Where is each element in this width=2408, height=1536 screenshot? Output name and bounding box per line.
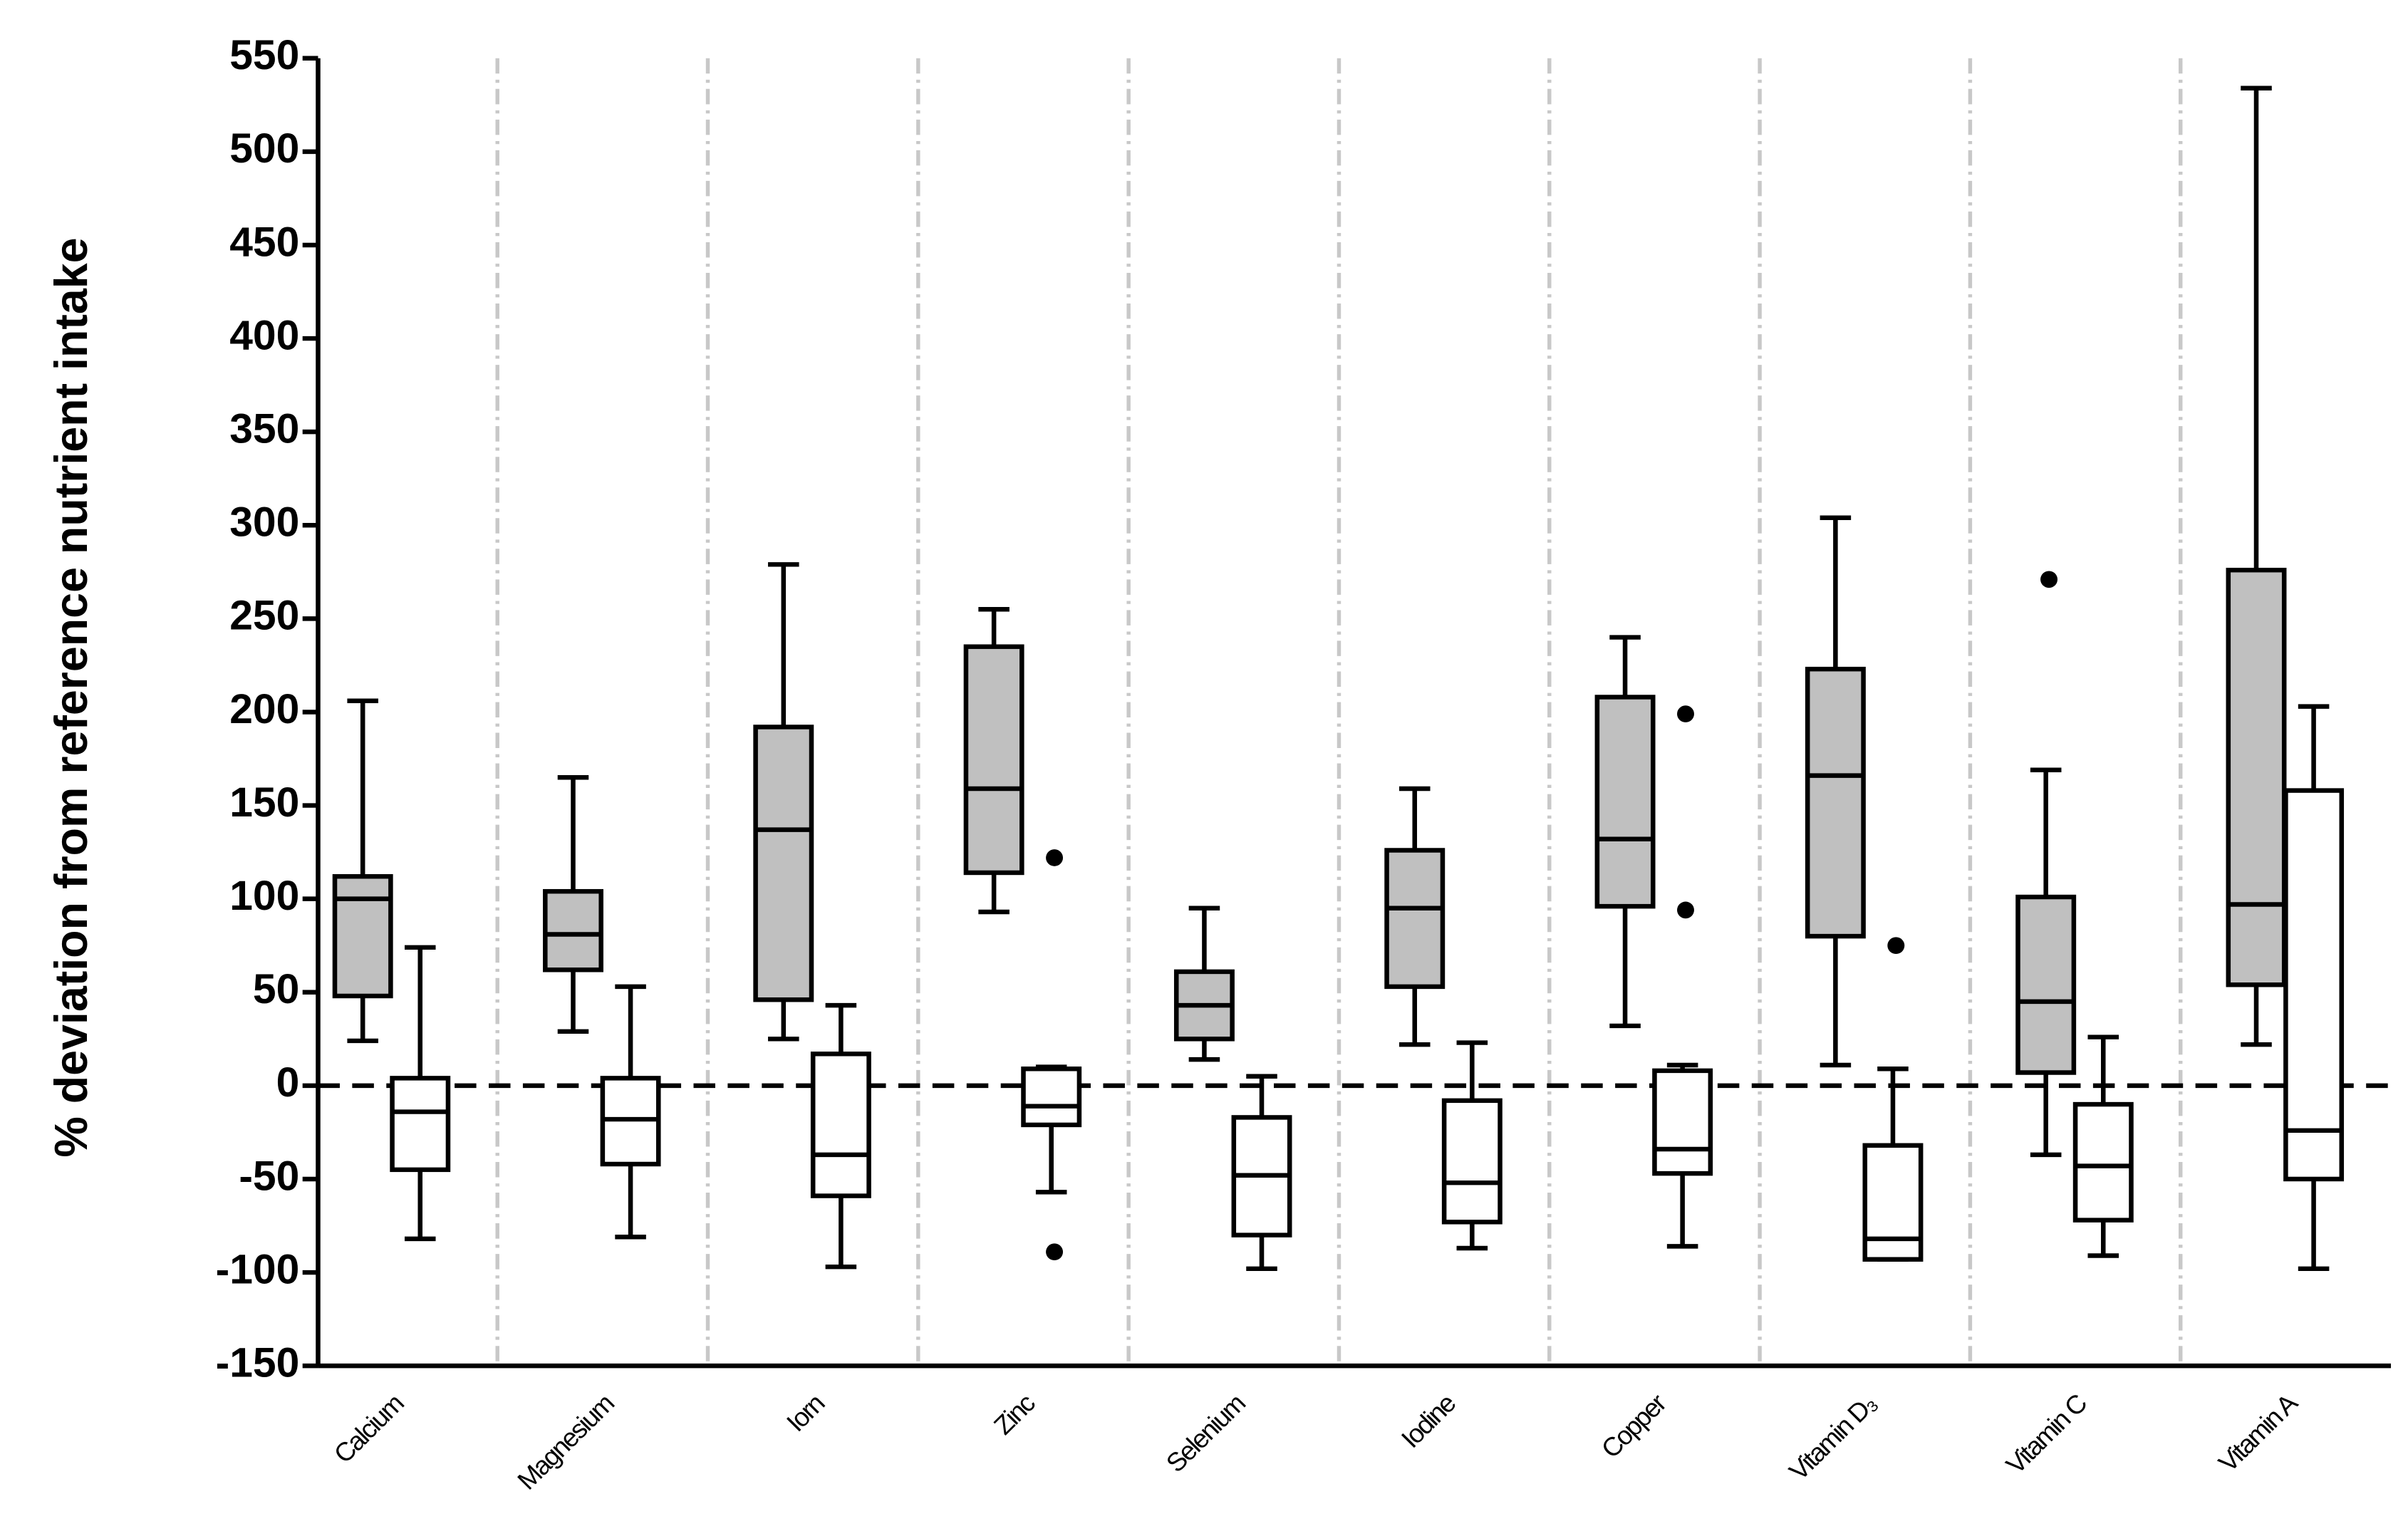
x-tick-label: Vitamin C: [2000, 1389, 2092, 1480]
y-tick-label: 250: [229, 593, 299, 639]
box: [1384, 848, 1446, 990]
box-group: [332, 698, 393, 1044]
outlier: [1677, 705, 1694, 722]
y-tick-label: 450: [229, 219, 299, 266]
x-tick-label: Copper: [1596, 1389, 1672, 1464]
box-group: [753, 562, 814, 1042]
box: [1021, 1067, 1082, 1128]
box-group: [543, 775, 603, 1034]
y-tick-label: 50: [253, 966, 299, 1012]
x-tick-label: Magnesium: [512, 1389, 619, 1495]
x-tick-label: Vitamin D₃: [1783, 1389, 1882, 1486]
box: [543, 888, 603, 972]
box: [810, 1052, 871, 1198]
y-tick-label: 550: [229, 32, 299, 78]
box-group: [2226, 85, 2287, 1047]
outlier: [1046, 849, 1064, 866]
y-axis-title: % deviation from reference nutrient inta…: [45, 237, 97, 1157]
y-tick-label: 150: [229, 779, 299, 826]
box-group: [1594, 635, 1656, 1029]
box-group: [1173, 905, 1235, 1062]
box-group: [1805, 515, 1866, 1068]
y-tick-label: 100: [229, 873, 299, 919]
box: [332, 873, 393, 999]
box: [1652, 1068, 1713, 1176]
box: [1594, 695, 1656, 909]
box-group: [1021, 849, 1082, 1261]
box-group: [1441, 1040, 1503, 1251]
box-group: [2283, 704, 2345, 1272]
x-tick-label: Zinc: [988, 1389, 1041, 1441]
box-group: [1231, 1074, 1292, 1272]
outlier: [1677, 901, 1694, 919]
box-group: [390, 945, 451, 1242]
box: [2072, 1101, 2134, 1223]
box-group: [810, 1002, 871, 1270]
box: [390, 1076, 451, 1173]
y-tick-label: 400: [229, 313, 299, 359]
x-tick-label: Iorn: [781, 1389, 830, 1437]
box: [1805, 666, 1866, 939]
box-group: [1384, 786, 1446, 1047]
box-group: [963, 607, 1024, 915]
outlier: [1887, 937, 1905, 955]
box: [753, 725, 814, 1002]
y-tick-label: -50: [239, 1153, 299, 1200]
y-tick-label: -100: [216, 1247, 300, 1293]
box-group: [1862, 937, 1924, 1262]
x-tick-label: Selenium: [1161, 1389, 1250, 1478]
outlier: [2040, 571, 2058, 588]
box: [2283, 788, 2345, 1182]
x-tick-label: Calcium: [328, 1389, 409, 1469]
x-tick-label: Iodine: [1396, 1389, 1461, 1453]
box-group: [600, 984, 661, 1240]
x-tick-label: Vitamin A: [2213, 1388, 2303, 1478]
box: [2015, 894, 2077, 1075]
box-group: [2072, 1034, 2134, 1258]
box: [2226, 567, 2287, 987]
box: [1441, 1098, 1503, 1225]
y-tick-label: 500: [229, 126, 299, 172]
box-group: [2015, 571, 2077, 1158]
y-tick-label: -150: [216, 1340, 300, 1386]
y-tick-label: 200: [229, 686, 299, 732]
y-tick-label: 350: [229, 406, 299, 452]
outlier: [1046, 1243, 1064, 1261]
y-tick-label: 300: [229, 499, 299, 546]
box-group: [1652, 705, 1713, 1249]
box: [1862, 1143, 1924, 1262]
y-tick-label: 0: [276, 1060, 300, 1106]
box: [963, 644, 1024, 876]
